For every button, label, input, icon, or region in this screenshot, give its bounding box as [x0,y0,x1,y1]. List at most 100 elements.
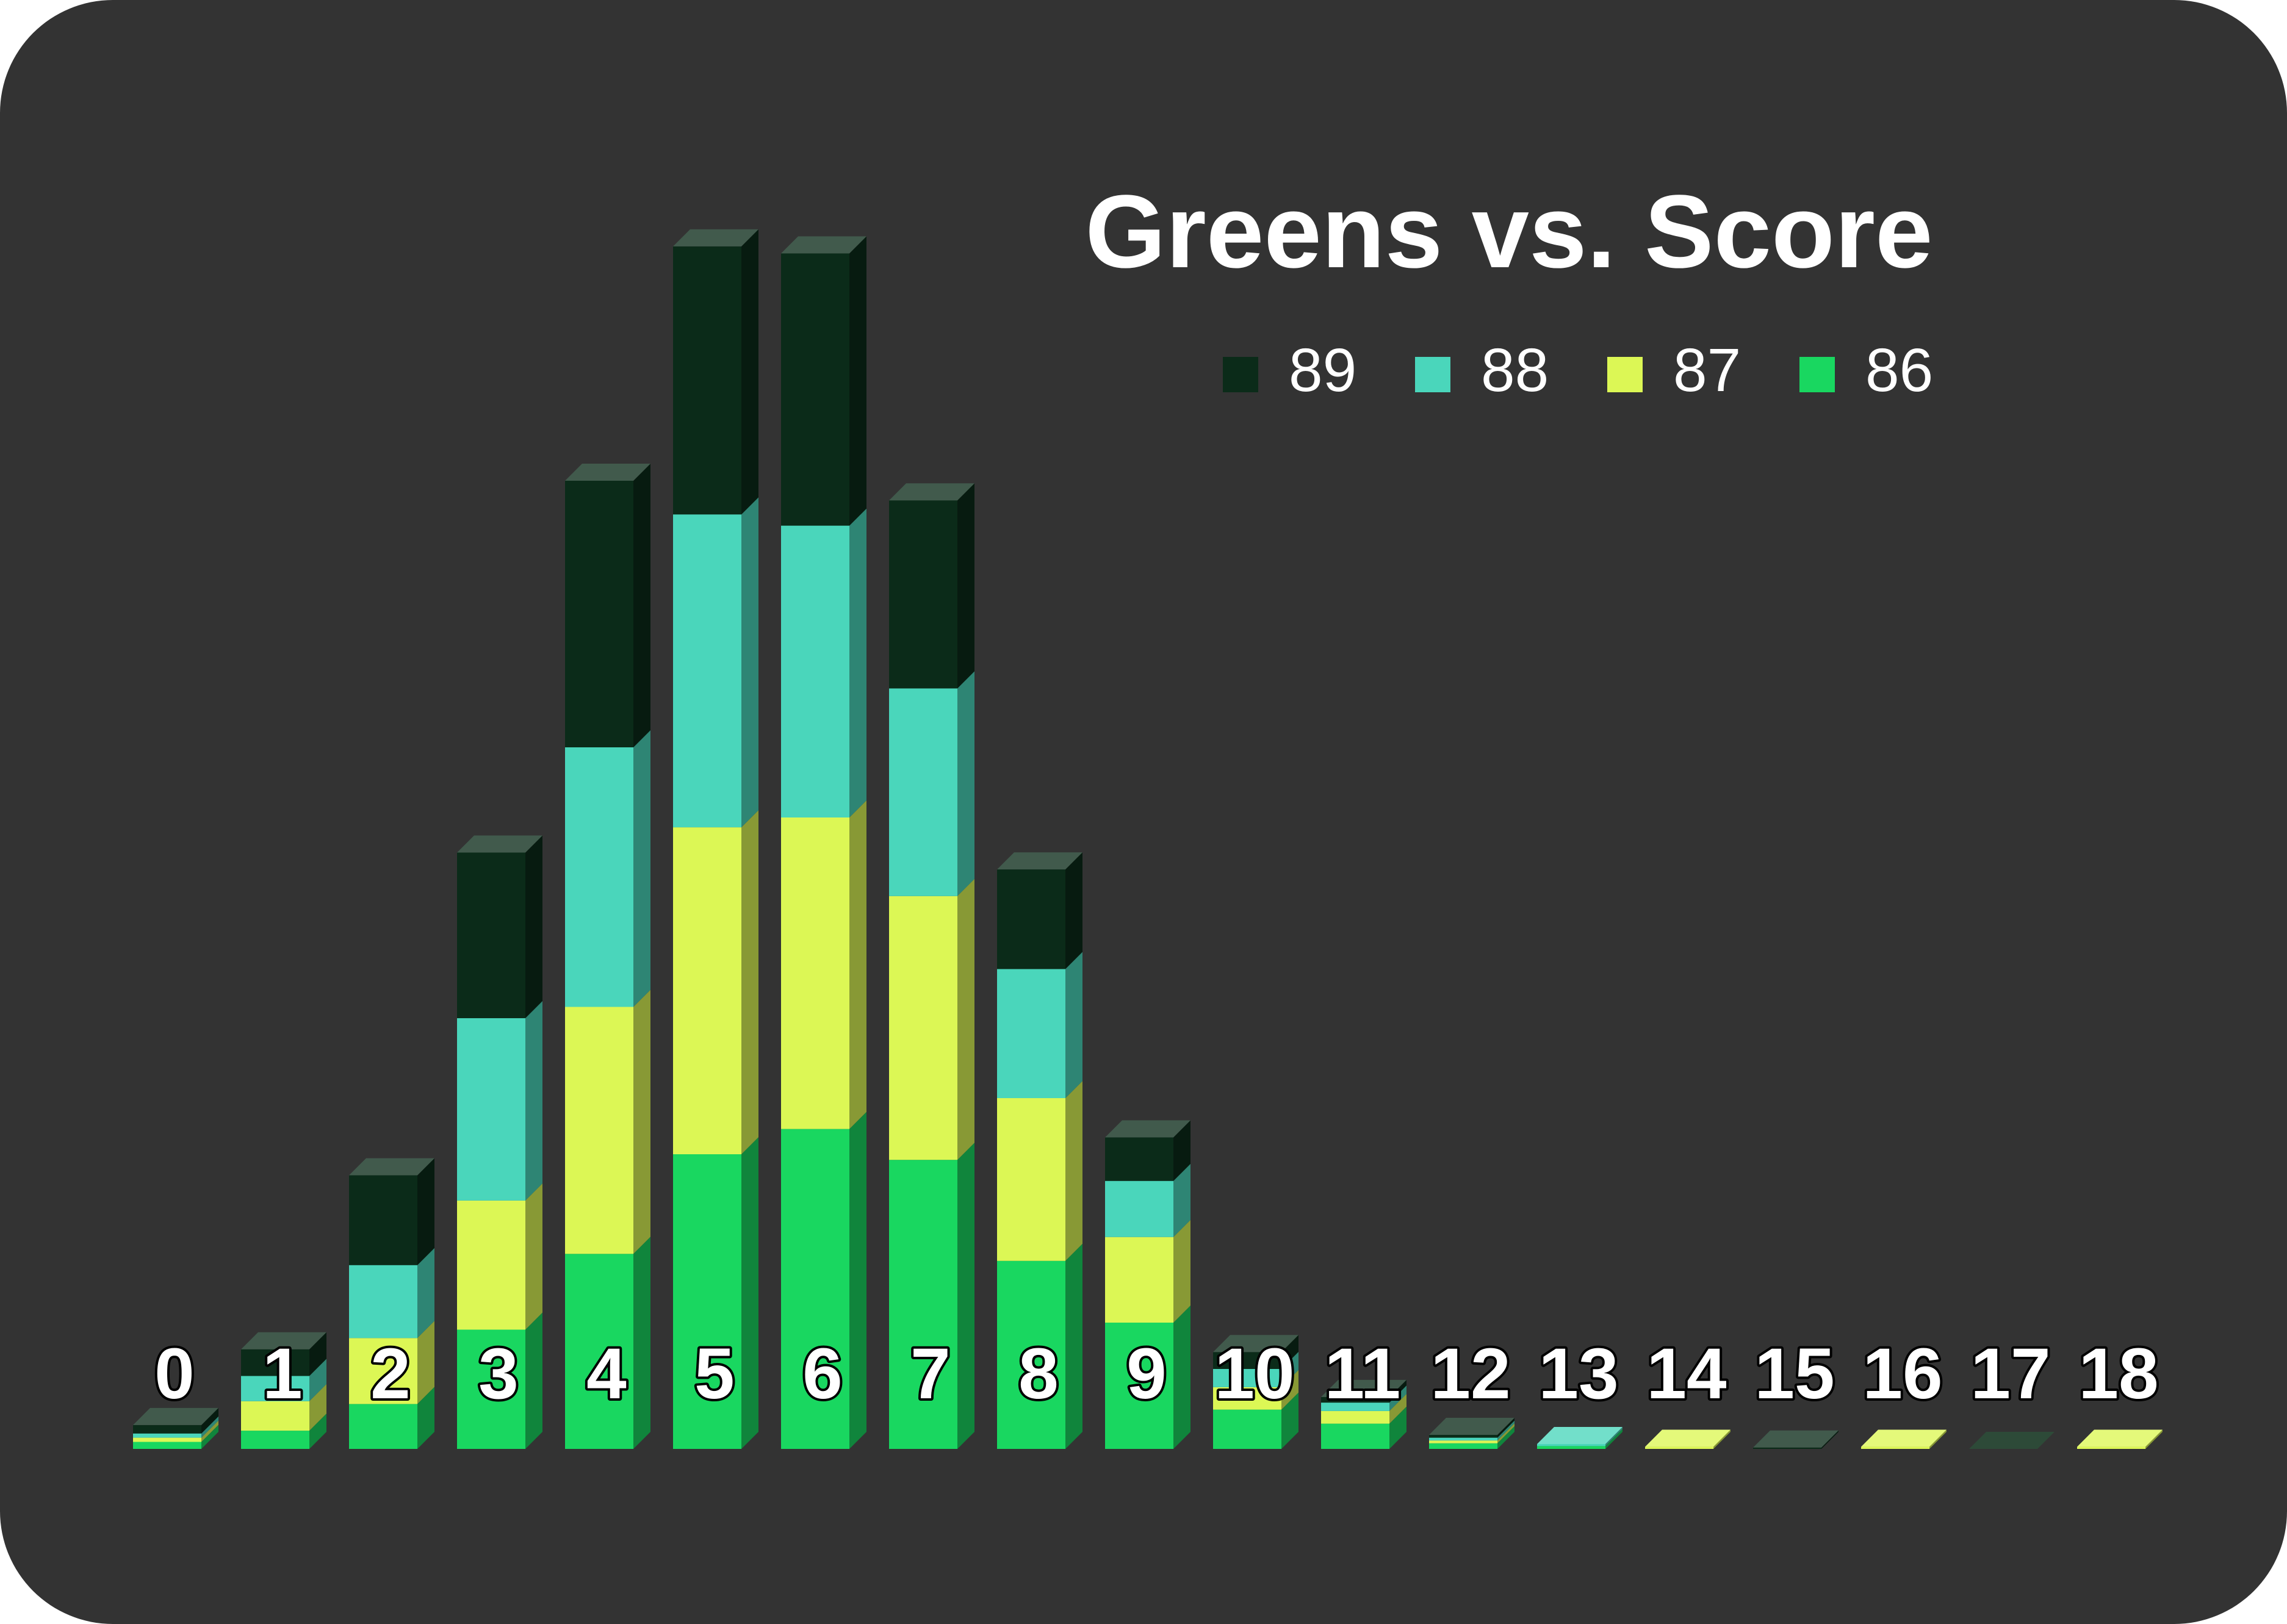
x-tick-label-11: 11 [1325,1334,1401,1414]
bar-stack-4 [565,464,650,1449]
bar-side-15-89 [1821,1430,1839,1449]
bar-stack-10 [1213,1335,1298,1449]
bar-side-6-87 [849,800,866,1129]
bar-segment-12-88 [1429,1420,1514,1441]
bar-side-14-87 [1713,1429,1731,1449]
bar-side-1-87 [309,1384,326,1431]
bar-side-2-89 [417,1158,434,1265]
bar-face-2-86 [349,1404,417,1449]
bar-segment-7-86 [889,1143,974,1449]
bar-face-3-86 [457,1329,525,1449]
bar-top-2 [349,1158,434,1176]
bar-top-7 [889,483,974,501]
bar-stack-6 [781,236,866,1449]
bar-face-6-88 [781,525,849,817]
bar-side-0-88 [201,1416,218,1438]
bar-face-0-86 [133,1442,201,1449]
bar-segment-9-87 [1105,1220,1190,1323]
bar-face-0-87 [133,1437,201,1442]
bar-stack-2 [349,1158,434,1449]
bar-face-10-89 [1213,1352,1281,1369]
bar-segment-9-88 [1105,1163,1190,1237]
bar-stack-12 [1429,1418,1514,1449]
bar-top-5 [673,229,758,246]
bar-segment-4-88 [565,730,650,1007]
bar-side-7-87 [957,878,974,1160]
bar-face-12-88 [1429,1437,1497,1441]
bar-face-7-86 [889,1160,957,1449]
bar-face-16-87 [1861,1446,1929,1449]
bar-side-2-88 [417,1248,434,1338]
x-tick-label-7: 7 [910,1334,951,1414]
bar-face-10-88 [1213,1368,1281,1387]
bar-segment-11-89 [1321,1379,1406,1403]
bar-segment-2-86 [349,1387,434,1449]
bar-segment-12-87 [1429,1423,1514,1443]
bar-top-18 [2077,1429,2163,1447]
bar-segment-11-88 [1321,1385,1406,1411]
bar-face-10-86 [1213,1409,1281,1449]
legend-item-86: 86 [1799,336,1933,404]
bar-segment-6-86 [781,1112,866,1449]
bar-face-7-88 [889,688,957,896]
bar-side-2-86 [417,1387,434,1449]
bar-segment-3-89 [457,835,542,1018]
bar-side-4-88 [633,730,650,1007]
x-tick-label-17: 17 [1970,1334,2050,1414]
bar-segment-2-87 [349,1321,434,1404]
bar-top-13 [1537,1426,1623,1444]
bar-top-4 [565,464,650,481]
bar-face-6-89 [781,253,849,526]
bar-segment-5-87 [673,810,758,1154]
bar-face-11-86 [1321,1423,1389,1449]
bar-segment-13-88 [1537,1426,1623,1446]
bar-face-4-89 [565,481,633,747]
bar-segment-4-89 [565,464,650,747]
bar-side-10-88 [1281,1351,1298,1387]
bar-top-12 [1429,1418,1514,1435]
bar-side-12-88 [1497,1420,1514,1441]
bar-segment-13-86 [1537,1429,1623,1449]
bar-face-7-87 [889,896,957,1160]
bar-side-8-89 [1065,852,1082,969]
bar-segment-8-86 [997,1243,1082,1449]
bar-side-4-89 [633,464,650,747]
bar-face-7-89 [889,500,957,689]
bar-side-0-89 [201,1407,218,1434]
bar-side-7-88 [957,671,974,896]
legend: 89 88 87 86 [1223,336,1933,404]
bar-face-1-87 [241,1401,309,1431]
bar-stack-3 [457,835,542,1449]
legend-label-86: 86 [1865,336,1933,404]
bar-segment-11-86 [1321,1406,1406,1449]
bar-segment-1-86 [241,1414,326,1449]
bar-segment-7-87 [889,878,974,1160]
x-tick-label-9: 9 [1126,1334,1167,1414]
bar-stack-14 [1645,1429,1731,1449]
bar-side-16-87 [1929,1429,1947,1449]
x-tick-label-1: 1 [262,1334,303,1414]
legend-swatch-89 [1223,357,1258,392]
x-tick-label-2: 2 [370,1334,411,1414]
bar-side-5-87 [741,810,758,1154]
bar-side-6-86 [849,1112,866,1449]
bar-face-5-89 [673,246,741,515]
bar-top-3 [457,835,542,853]
bar-face-3-89 [457,852,525,1018]
legend-swatch-86 [1799,357,1835,392]
bar-side-9-87 [1173,1220,1190,1323]
bar-side-7-89 [957,483,974,689]
legend-label-88: 88 [1481,336,1549,404]
x-tick-labels: 0 1 2 3 4 5 6 7 8 9 10 11 12 13 14 15 16 17 18 [152,1331,2161,1417]
bar-top-6 [781,236,866,254]
chart-title: Greens vs. Score [1085,174,1932,290]
bar-face-3-88 [457,1018,525,1201]
bar-side-1-88 [309,1359,326,1401]
bar-segment-11-87 [1321,1393,1406,1424]
bar-face-10-87 [1213,1387,1281,1410]
x-tick-label-8: 8 [1018,1334,1059,1414]
bar-side-18-87 [2145,1429,2163,1449]
legend-item-88: 88 [1415,336,1549,404]
bar-side-3-88 [525,1001,542,1201]
bar-segment-10-88 [1213,1351,1298,1387]
